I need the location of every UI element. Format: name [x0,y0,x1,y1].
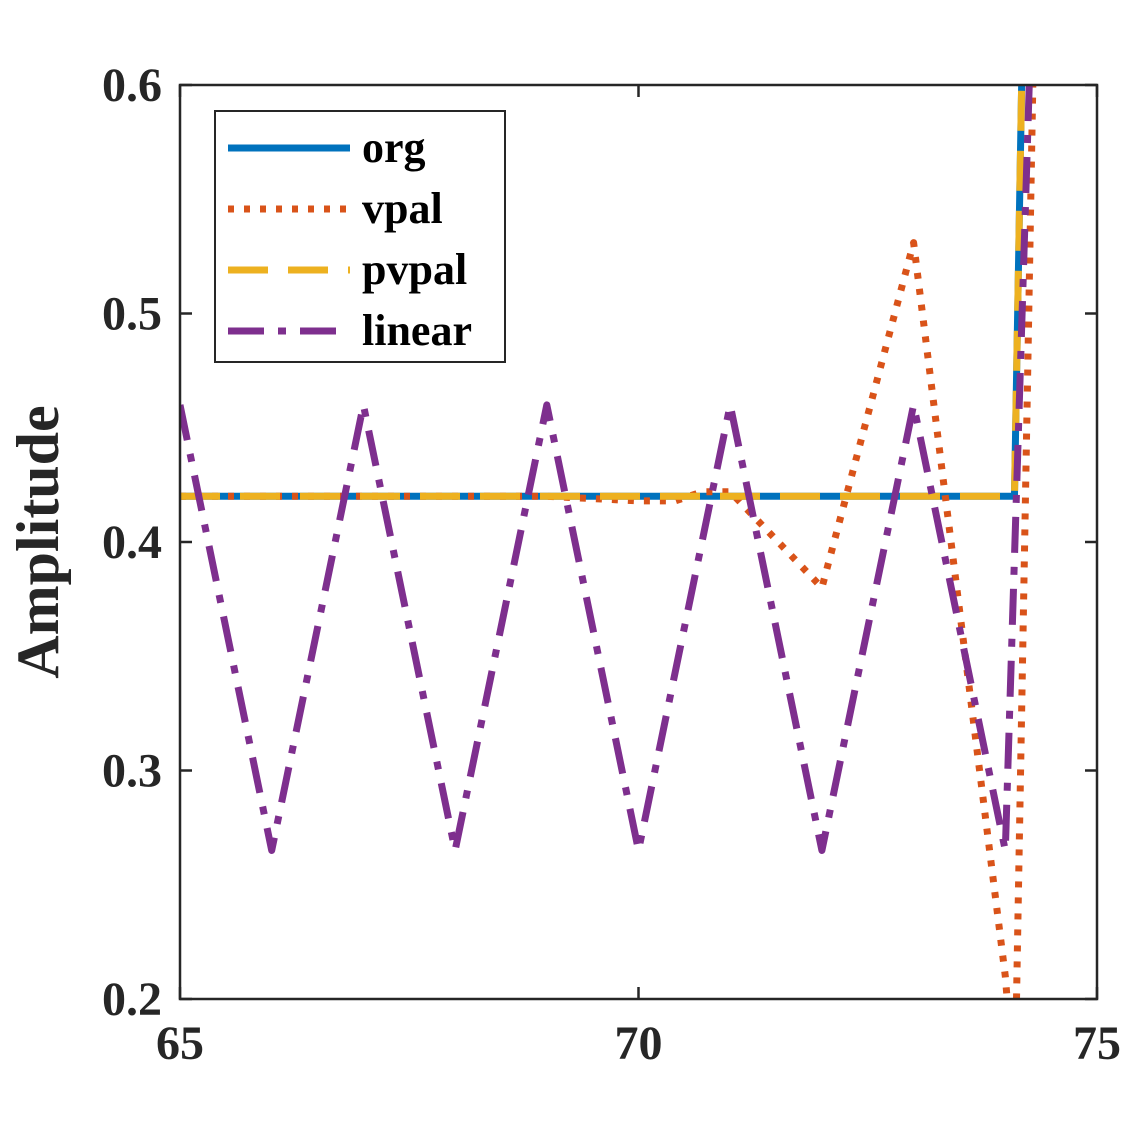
legend-items: org vpal pvpal linear [228,123,472,355]
legend-label-pvpal: pvpal [362,245,467,294]
x-tick-labels: 65 70 75 [156,1017,1121,1070]
plot-frame [178,83,1099,1001]
legend-label-vpal: vpal [362,184,443,233]
series-layer [180,85,1037,999]
x-tick-label: 70 [615,1017,663,1070]
y-tick-labels: 0.2 0.3 0.4 0.5 0.6 [102,59,162,1026]
y-tick-label: 0.2 [102,973,162,1026]
y-axis-label: Amplitude [5,405,71,678]
x-tick-label: 75 [1073,1017,1121,1070]
y-tick-label: 0.4 [102,516,162,569]
legend-box [214,110,506,363]
x-tick-label: 65 [156,1017,204,1070]
series-line-pvpal [180,85,1026,500]
legend-label-org: org [362,123,426,172]
legend: org vpal pvpal linear [214,110,506,363]
series-line-vpal [180,85,1037,999]
legend-label-linear: linear [362,306,472,355]
y-tick-label: 0.5 [102,288,162,341]
y-tick-label: 0.3 [102,745,162,798]
y-tick-label: 0.6 [102,59,162,112]
